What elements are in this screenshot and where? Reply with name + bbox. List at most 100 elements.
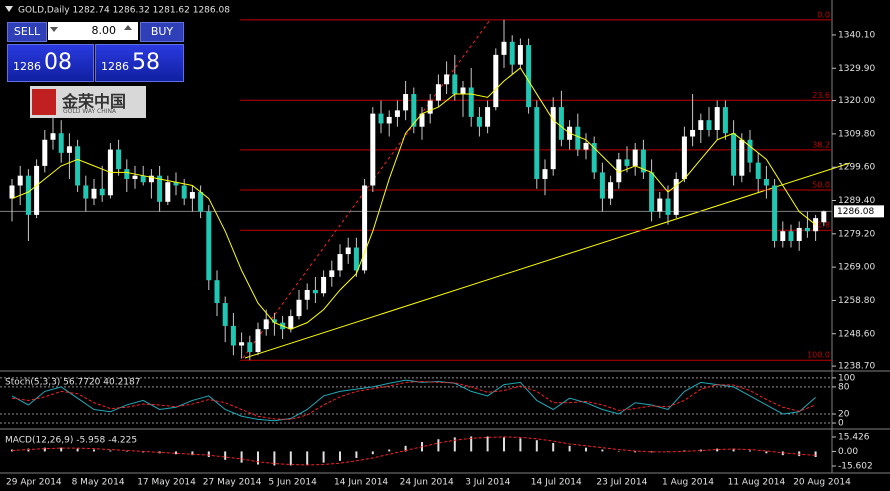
candle-body: [132, 175, 138, 179]
macd-bar: [371, 451, 374, 455]
candle-body: [780, 231, 786, 242]
macd-bar: [814, 451, 817, 457]
candle-body: [189, 192, 195, 199]
y-tick-label: 100: [838, 373, 855, 383]
macd-bar: [355, 451, 358, 458]
candle-body: [206, 211, 212, 281]
macd-bar: [207, 451, 210, 458]
macd-bar: [617, 451, 620, 452]
panel-title: Stoch(5,3,3) 56.7720 40.2187: [5, 378, 140, 388]
y-tick-label: 1279.20: [838, 229, 875, 239]
x-tick-label: 14 Jul 2014: [531, 478, 582, 488]
last-price-label: 1286.08: [837, 207, 874, 217]
candle-body: [75, 146, 81, 186]
candle-body: [821, 211, 827, 223]
candle-body: [362, 185, 368, 271]
candle-body: [813, 218, 819, 232]
candle-body: [403, 94, 409, 111]
macd-bar: [749, 450, 751, 452]
logo-tagline: GOLD WAY CHINA: [63, 108, 117, 115]
ask-quote[interactable]: 1286 58: [95, 44, 184, 82]
trend-line: [244, 162, 851, 359]
candle-body: [649, 172, 655, 212]
candle-body: [222, 303, 228, 326]
macd-bar: [699, 449, 702, 452]
fibo-label: 38.2: [812, 140, 830, 149]
macd-bar: [437, 439, 440, 452]
macd-bar: [634, 451, 637, 453]
lot-up-arrow[interactable]: [124, 25, 132, 30]
macd-bar: [43, 447, 46, 452]
macd-bar: [552, 443, 555, 452]
candle-body: [58, 133, 64, 153]
candle-body: [17, 175, 23, 186]
candle-body: [157, 175, 163, 202]
buy-button[interactable]: BUY: [140, 22, 184, 42]
candle-body: [148, 175, 154, 183]
candle-body: [25, 175, 31, 215]
x-tick-label: 11 Aug 2014: [728, 478, 786, 488]
lot-input[interactable]: 8.00: [48, 22, 138, 40]
candle-body: [394, 110, 400, 117]
y-tick-label: 1309.80: [838, 129, 875, 139]
macd-bar: [568, 445, 571, 452]
bid-quote[interactable]: 1286 08: [7, 44, 94, 82]
candle-body: [575, 126, 581, 150]
macd-bar: [93, 449, 95, 452]
candle-body: [165, 182, 171, 202]
macd-bar: [257, 451, 259, 465]
candle-body: [312, 289, 318, 294]
indicator-line: [11, 380, 816, 420]
macd-bar: [322, 451, 325, 463]
logo-icon: [32, 89, 56, 115]
y-tick-label: 0: [838, 419, 844, 429]
candle-body: [804, 227, 810, 232]
candle-body: [673, 178, 679, 215]
candle-body: [493, 54, 499, 108]
candle-body: [288, 316, 294, 330]
macd-bar: [601, 449, 604, 452]
x-tick-label: 24 Jun 2014: [400, 478, 454, 488]
candle-body: [34, 165, 40, 215]
candle-body: [501, 41, 507, 55]
candle-body: [99, 188, 105, 196]
x-tick-label: 29 Apr 2014: [6, 478, 62, 488]
candle-body: [526, 45, 532, 108]
candle-body: [599, 172, 605, 199]
candle-body: [616, 159, 622, 183]
macd-bar: [339, 451, 341, 461]
candle-body: [444, 74, 450, 85]
candle-body: [124, 169, 130, 179]
fibo-label: 50.0: [812, 181, 830, 190]
candle-body: [427, 100, 433, 114]
x-tick-label: 27 May 2014: [203, 478, 262, 488]
macd-bar: [240, 451, 243, 463]
candle-body: [239, 342, 245, 346]
lot-down-arrow[interactable]: [50, 27, 58, 32]
macd-bar: [388, 449, 391, 452]
candle-body: [517, 45, 523, 65]
sell-button[interactable]: SELL: [7, 22, 47, 42]
candle-body: [140, 175, 146, 183]
candle-body: [247, 342, 253, 353]
candle-body: [9, 185, 15, 199]
candle-body: [460, 87, 466, 95]
candle-body: [657, 198, 663, 212]
indicator-line: [11, 379, 816, 422]
macd-bar: [125, 451, 128, 452]
fibo-label: 61.8: [812, 221, 830, 230]
candle-body: [690, 129, 696, 137]
y-tick-label: 1258.80: [838, 296, 875, 306]
candle-body: [763, 178, 769, 186]
fibo-label: 100.0: [807, 351, 830, 360]
ask-pips: 58: [132, 50, 160, 75]
y-tick-label: 1248.60: [838, 329, 875, 339]
y-tick-label: -15.602: [838, 462, 873, 472]
candle-body: [263, 319, 269, 330]
macd-bar: [109, 450, 112, 452]
candle-body: [419, 113, 425, 127]
candle-body: [345, 247, 351, 255]
candle-body: [468, 87, 474, 117]
candle-body: [329, 270, 335, 277]
